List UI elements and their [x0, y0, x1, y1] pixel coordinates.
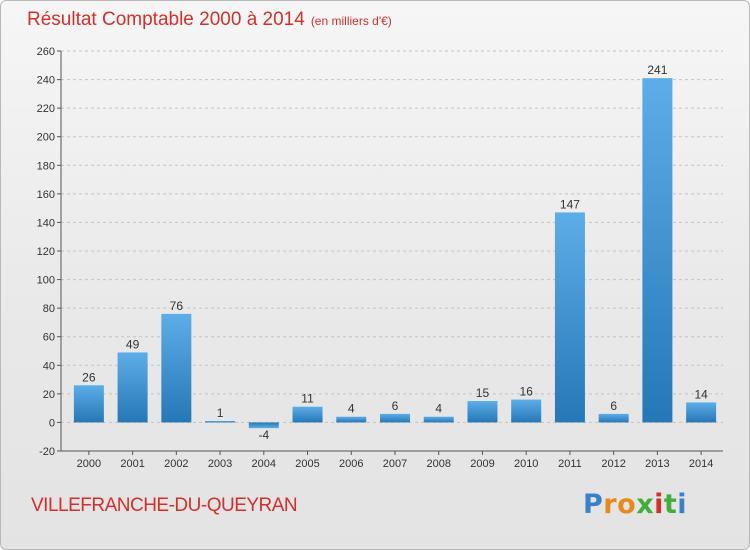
- bar-2009: [467, 401, 498, 423]
- bar-2005: [292, 406, 323, 423]
- y-tick-label: 100: [37, 275, 55, 287]
- data-label-2005: 11: [301, 392, 314, 406]
- y-tick-label: 220: [37, 103, 55, 115]
- bar-2007: [380, 413, 410, 423]
- bar-2010: [511, 399, 542, 423]
- x-tick-label-2014: 2014: [689, 458, 713, 470]
- bar-2004: [248, 422, 279, 429]
- x-tick-label-2008: 2008: [426, 458, 450, 470]
- data-label-2006: 4: [348, 402, 355, 416]
- y-tick-label: 260: [37, 46, 55, 58]
- bar-2013: [642, 78, 673, 423]
- x-tick-label-2007: 2007: [383, 458, 407, 470]
- y-tick-label: 180: [37, 160, 55, 172]
- data-label-2011: 147: [560, 197, 580, 211]
- chart-title-text: Résultat Comptable 2000 à 2014: [27, 9, 305, 30]
- x-tick-label-2006: 2006: [339, 458, 363, 470]
- logo-letter: P: [583, 489, 604, 520]
- data-label-2014: 14: [694, 387, 708, 401]
- bar-2011: [554, 212, 585, 423]
- data-label-2003: 1: [217, 406, 224, 420]
- chart-title: Résultat Comptable 2000 à 2014 (en millie…: [27, 9, 392, 31]
- bar-2000: [73, 385, 104, 423]
- y-tick-label: 0: [49, 417, 55, 429]
- x-tick-label-2003: 2003: [208, 458, 232, 470]
- x-tick-label-2004: 2004: [252, 458, 276, 470]
- bar-2001: [117, 352, 148, 423]
- logo-letter: i: [654, 489, 664, 520]
- y-tick-label: 240: [37, 75, 55, 87]
- data-label-2009: 15: [476, 386, 490, 400]
- logo-letter: r: [603, 489, 618, 520]
- x-tick-label-2002: 2002: [164, 458, 188, 470]
- data-label-2001: 49: [126, 337, 140, 351]
- y-tick-label: 160: [37, 189, 55, 201]
- y-tick-label: 140: [37, 217, 55, 229]
- logo-letter: o: [617, 489, 637, 520]
- bar-2008: [423, 416, 454, 423]
- data-label-2004: -4: [258, 428, 269, 442]
- y-tick-label: 80: [43, 303, 55, 315]
- chart-subtitle: (en milliers d'€): [310, 14, 392, 28]
- y-tick-label: -20: [39, 446, 55, 458]
- data-label-2012: 6: [610, 399, 617, 413]
- city-name: VILLEFRANCHE-DU-QUEYRAN: [31, 495, 298, 516]
- bar-2003: [205, 421, 236, 423]
- data-label-2007: 6: [392, 399, 399, 413]
- data-label-2002: 76: [170, 299, 184, 313]
- y-tick-label: 40: [43, 360, 55, 372]
- x-tick-label-2013: 2013: [645, 458, 669, 470]
- bar-2002: [161, 313, 192, 423]
- x-tick-label-2000: 2000: [77, 458, 101, 470]
- bar-2012: [598, 413, 629, 423]
- x-tick-label-2005: 2005: [295, 458, 319, 470]
- bar-2006: [336, 416, 367, 423]
- x-tick-label-2010: 2010: [514, 458, 538, 470]
- x-tick-label-2001: 2001: [120, 458, 144, 470]
- bar-2014: [686, 402, 717, 423]
- x-tick-label-2011: 2011: [558, 458, 582, 470]
- x-tick-label-2009: 2009: [470, 458, 494, 470]
- proxiti-logo: Proxiti: [583, 489, 687, 520]
- data-label-2000: 26: [82, 370, 96, 384]
- x-tick-label-2012: 2012: [601, 458, 625, 470]
- y-tick-label: 200: [37, 132, 55, 144]
- logo-letter: i: [677, 489, 688, 520]
- logo-letter: x: [636, 489, 655, 520]
- y-tick-label: 60: [43, 332, 55, 344]
- data-label-2013: 241: [647, 63, 667, 77]
- y-tick-label: 20: [43, 389, 55, 401]
- logo-letter: t: [663, 489, 678, 520]
- y-tick-label: 120: [37, 246, 55, 258]
- data-label-2010: 16: [520, 385, 534, 399]
- data-label-2008: 4: [435, 402, 442, 416]
